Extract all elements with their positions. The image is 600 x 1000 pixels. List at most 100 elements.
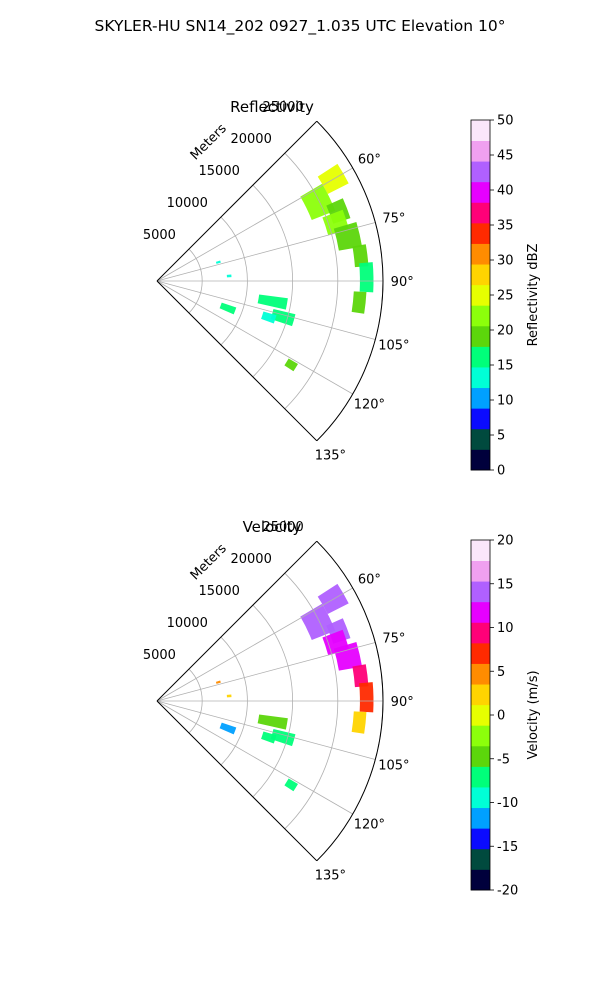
colorbar-segment <box>471 243 490 265</box>
grid-spoke <box>156 280 376 340</box>
colorbar-segment <box>471 202 490 224</box>
colorbar-tick-label: 0 <box>497 709 505 724</box>
colorbar-tick-label: 0 <box>497 464 505 479</box>
colorbar-label: Reflectivity dBZ <box>526 244 541 347</box>
echo-cell <box>359 262 374 293</box>
grid-spoke <box>156 280 353 395</box>
angle-tick-label: 135° <box>315 448 346 463</box>
radial-tick-label: 20000 <box>230 132 271 147</box>
colorbar-tick-label: 30 <box>497 254 514 269</box>
echo-cell <box>333 641 363 671</box>
echo-cell <box>333 221 363 251</box>
sector-edge <box>156 700 318 862</box>
colorbar-segment <box>471 581 490 603</box>
echo-cell <box>351 291 367 314</box>
echo-cell <box>215 680 221 684</box>
colorbar-segment <box>471 745 490 767</box>
grid-spoke <box>156 587 353 702</box>
colorbar-segment <box>471 387 490 409</box>
colorbar-segment <box>471 560 490 582</box>
echo-cell <box>284 358 298 372</box>
colorbar-segment <box>471 848 490 870</box>
echo-cell <box>284 778 298 792</box>
colorbar-segment <box>471 704 490 726</box>
echo-cell <box>215 260 221 264</box>
echo-cell <box>261 311 277 324</box>
colorbar-segment <box>471 449 490 471</box>
angle-tick-label: 120° <box>354 818 385 833</box>
grid-spoke <box>156 700 376 760</box>
radial-tick-label: 5000 <box>143 228 176 243</box>
colorbar-segment <box>471 264 490 286</box>
colorbar-tick-label: 45 <box>497 149 514 164</box>
radial-axis-label: Meters <box>188 121 230 163</box>
echo-cell <box>226 694 232 698</box>
colorbar-tick-label: -5 <box>497 752 510 767</box>
angle-tick-label: 75° <box>382 632 405 647</box>
colorbar-tick-label: 25 <box>497 289 514 304</box>
colorbar-tick-label: 20 <box>497 324 514 339</box>
colorbar-segment <box>471 663 490 685</box>
echo-cell <box>351 711 367 734</box>
angle-tick-label: 135° <box>315 868 346 883</box>
angle-tick-label: 90° <box>391 275 414 290</box>
colorbar-tick-label: 35 <box>497 219 514 234</box>
angle-tick-label: 75° <box>382 212 405 227</box>
sector-outer-arc <box>316 120 384 442</box>
colorbar-segment <box>471 367 490 389</box>
echo-cell <box>352 244 369 268</box>
colorbar-tick-label: 20 <box>497 534 514 549</box>
radial-tick-label: 20000 <box>230 552 271 567</box>
colorbar-segment <box>471 807 490 829</box>
colorbar-segment <box>471 408 490 430</box>
colorbar-tick-label: -20 <box>497 884 518 899</box>
angle-tick-label: 105° <box>378 758 409 773</box>
colorbar-segment <box>471 181 490 203</box>
colorbar-segment <box>471 161 490 183</box>
colorbar-segment <box>471 284 490 306</box>
echo-cell <box>352 664 369 688</box>
angle-tick-label: 60° <box>358 152 381 167</box>
radial-tick-label: 5000 <box>143 648 176 663</box>
colorbar-tick-label: 40 <box>497 184 514 199</box>
radial-axis-label: Meters <box>188 541 230 583</box>
colorbar-segment <box>471 622 490 644</box>
colorbar-segment <box>471 787 490 809</box>
echo-cell <box>359 682 374 713</box>
echo-cell <box>257 714 288 730</box>
radial-tick-label: 15000 <box>199 164 240 179</box>
echo-cell <box>261 731 277 744</box>
sector-outer-arc <box>316 540 384 862</box>
colorbar-tick-label: 15 <box>497 359 514 374</box>
angle-tick-label: 90° <box>391 695 414 710</box>
colorbar-segment <box>471 642 490 664</box>
radial-tick-label: 15000 <box>199 584 240 599</box>
colorbar-segment <box>471 725 490 747</box>
angle-tick-label: 60° <box>358 572 381 587</box>
sector-edge <box>156 280 318 442</box>
chart-title: Velocity <box>243 518 302 536</box>
sector-edge <box>156 120 318 282</box>
radial-tick-label: 10000 <box>167 196 208 211</box>
grid-spoke <box>156 167 353 282</box>
radial-tick-label: 10000 <box>167 616 208 631</box>
figure-suptitle: SKYLER-HU SN14_202 0927_1.035 UTC Elevat… <box>95 17 506 36</box>
colorbar-segment <box>471 540 490 561</box>
angle-tick-label: 105° <box>378 338 409 353</box>
colorbar-tick-label: 50 <box>497 114 514 129</box>
colorbar-segment <box>471 684 490 706</box>
colorbar-tick-label: 5 <box>497 429 505 444</box>
colorbar-segment <box>471 222 490 244</box>
colorbar-tick-label: -10 <box>497 796 518 811</box>
colorbar-tick-label: 10 <box>497 394 514 409</box>
colorbar-segment <box>471 869 490 891</box>
colorbar-tick-label: 5 <box>497 665 505 680</box>
colorbar-segment <box>471 120 490 141</box>
echo-cell <box>219 722 237 735</box>
grid-spoke <box>156 700 353 815</box>
colorbar-segment <box>471 428 490 450</box>
chart-velocity: Velocity 5000 10000 15000 20000 25000 Meters 60… <box>143 518 541 899</box>
colorbar-tick-label: 15 <box>497 577 514 592</box>
colorbar-segment <box>471 305 490 327</box>
